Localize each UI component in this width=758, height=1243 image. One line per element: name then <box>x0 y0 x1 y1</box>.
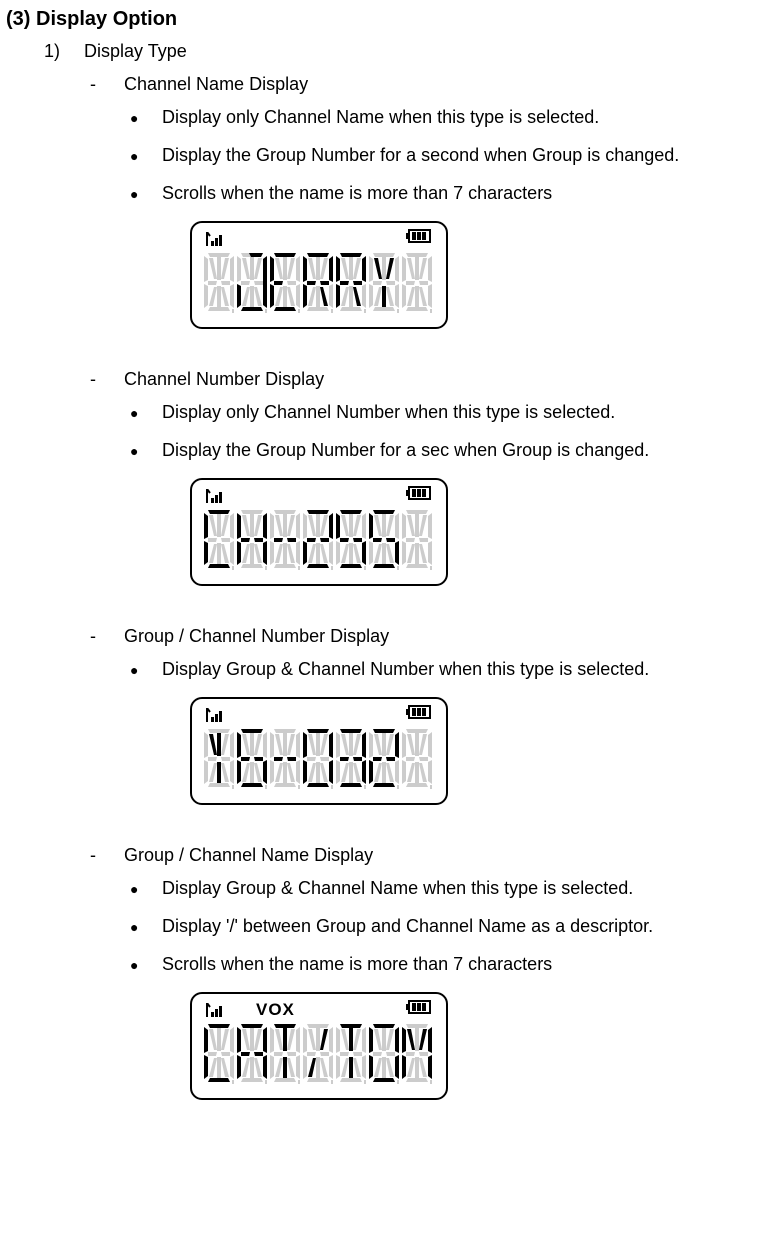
numbered-item: 1) Display Type <box>44 41 752 62</box>
lcd-segment-char <box>270 729 300 791</box>
bullet-text: Display '/' between Group and Channel Na… <box>162 916 653 937</box>
lcd-segment-char <box>237 510 267 572</box>
dash-marker: - <box>90 626 102 647</box>
bullet-text: Scrolls when the name is more than 7 cha… <box>162 954 552 975</box>
bullet-marker: ● <box>130 145 142 167</box>
lcd-segment-char <box>369 729 399 791</box>
lcd-segment-char <box>204 510 234 572</box>
lcd-segment-char <box>237 253 267 315</box>
subsection-title: Channel Name Display <box>124 74 308 95</box>
signal-icon <box>206 708 224 724</box>
lcd-segment-char <box>204 1024 234 1086</box>
lcd-segment-char <box>270 1024 300 1086</box>
signal-icon <box>206 232 224 248</box>
lcd-segment-char <box>402 729 432 791</box>
lcd-segment-char <box>270 253 300 315</box>
lcd-segment-char <box>402 253 432 315</box>
lcd-segment-char <box>369 510 399 572</box>
bullet-marker: ● <box>130 916 142 938</box>
bullet-item: ● Display Group & Channel Number when th… <box>130 659 752 681</box>
lcd-segment-char <box>303 729 333 791</box>
lcd-display <box>190 221 448 329</box>
lcd-segment-char <box>336 1024 366 1086</box>
bullet-item: ● Display the Group Number for a sec whe… <box>130 440 752 462</box>
bullet-item: ● Display Group & Channel Name when this… <box>130 878 752 900</box>
lcd-segment-char <box>369 253 399 315</box>
vox-label: VOX <box>256 1000 295 1020</box>
bullet-marker: ● <box>130 954 142 976</box>
item-label: Display Type <box>84 41 187 62</box>
bullet-item: ● Display only Channel Name when this ty… <box>130 107 752 129</box>
battery-icon <box>406 229 432 243</box>
dash-marker: - <box>90 369 102 390</box>
lcd-display <box>190 697 448 805</box>
bullet-marker: ● <box>130 440 142 462</box>
dash-marker: - <box>90 74 102 95</box>
bullet-text: Display the Group Number for a sec when … <box>162 440 649 461</box>
battery-icon <box>406 1000 432 1014</box>
lcd-segment-char <box>303 510 333 572</box>
dash-item: - Group / Channel Number Display <box>90 626 752 647</box>
dash-item: - Group / Channel Name Display <box>90 845 752 866</box>
bullet-marker: ● <box>130 183 142 205</box>
lcd-segment-char <box>204 253 234 315</box>
lcd-segment-char <box>402 510 432 572</box>
subsection-title: Group / Channel Name Display <box>124 845 373 866</box>
section-title: (3) Display Option <box>6 8 752 31</box>
bullet-text: Display Group & Channel Name when this t… <box>162 878 633 899</box>
bullet-text: Display the Group Number for a second wh… <box>162 145 679 166</box>
bullet-marker: ● <box>130 402 142 424</box>
lcd-segment-char <box>402 1024 432 1086</box>
dash-item: - Channel Name Display <box>90 74 752 95</box>
signal-icon <box>206 489 224 505</box>
lcd-segment-char <box>369 1024 399 1086</box>
bullet-item: ● Display the Group Number for a second … <box>130 145 752 167</box>
bullet-marker: ● <box>130 659 142 681</box>
lcd-segment-char <box>303 253 333 315</box>
battery-icon <box>406 486 432 500</box>
subsection-title: Group / Channel Number Display <box>124 626 389 647</box>
bullet-item: ● Scrolls when the name is more than 7 c… <box>130 954 752 976</box>
lcd-segment-char <box>204 729 234 791</box>
lcd-segment-char <box>237 1024 267 1086</box>
bullet-marker: ● <box>130 107 142 129</box>
battery-icon <box>406 705 432 719</box>
bullet-text: Scrolls when the name is more than 7 cha… <box>162 183 552 204</box>
signal-icon <box>206 1003 224 1019</box>
lcd-display <box>190 478 448 586</box>
bullet-item: ● Display only Channel Number when this … <box>130 402 752 424</box>
lcd-display: VOX <box>190 992 448 1100</box>
dash-marker: - <box>90 845 102 866</box>
bullet-text: Display only Channel Number when this ty… <box>162 402 615 423</box>
lcd-segment-char <box>336 253 366 315</box>
bullet-marker: ● <box>130 878 142 900</box>
dash-item: - Channel Number Display <box>90 369 752 390</box>
bullet-item: ● Display '/' between Group and Channel … <box>130 916 752 938</box>
bullet-text: Display Group & Channel Number when this… <box>162 659 649 680</box>
item-number: 1) <box>44 41 68 62</box>
lcd-segment-char <box>303 1024 333 1086</box>
subsection-title: Channel Number Display <box>124 369 324 390</box>
bullet-item: ● Scrolls when the name is more than 7 c… <box>130 183 752 205</box>
lcd-segment-char <box>336 729 366 791</box>
bullet-text: Display only Channel Name when this type… <box>162 107 599 128</box>
lcd-segment-char <box>270 510 300 572</box>
lcd-segment-char <box>336 510 366 572</box>
lcd-segment-char <box>237 729 267 791</box>
